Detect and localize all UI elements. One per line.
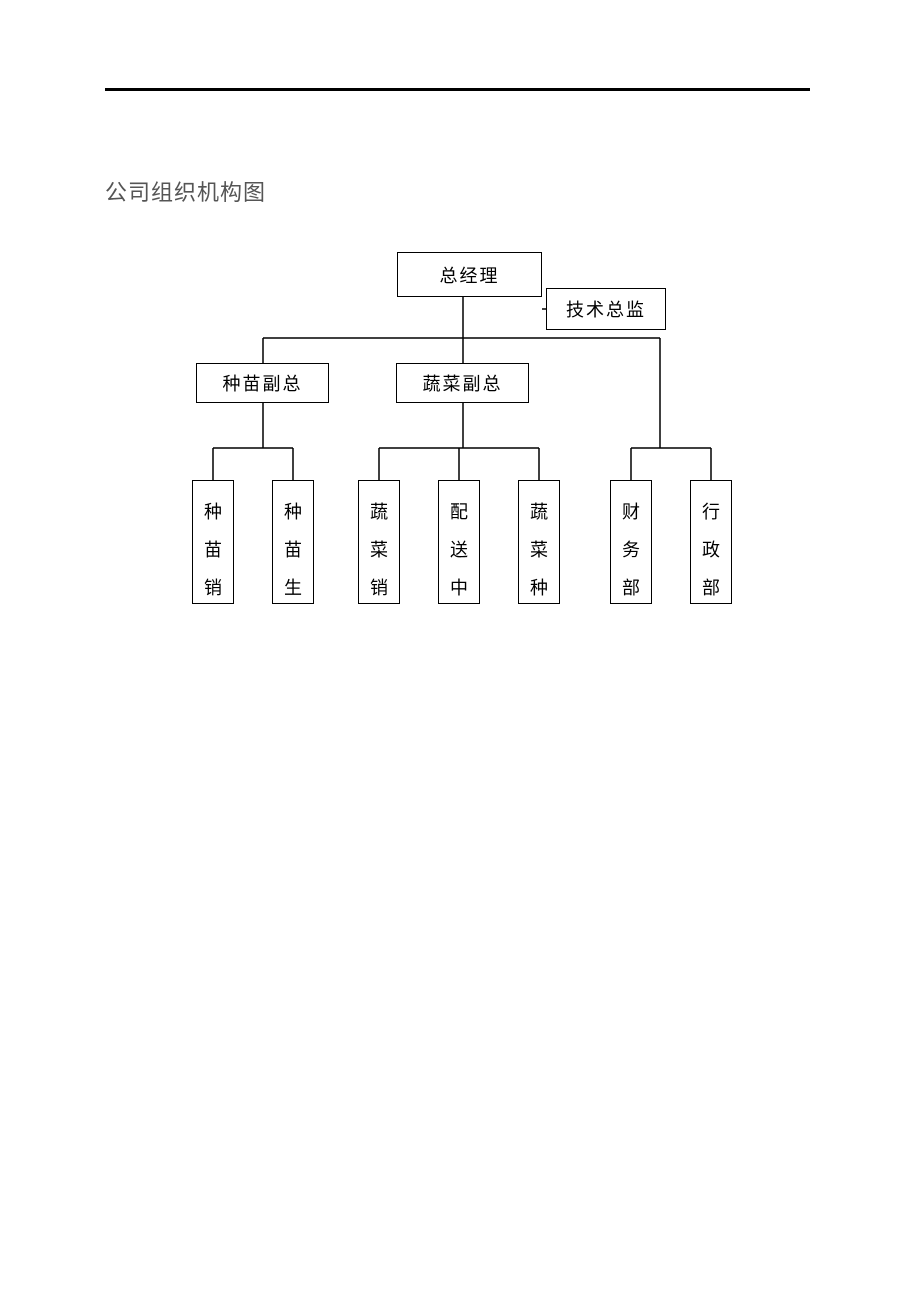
char: 种	[193, 493, 233, 531]
char: 财	[611, 493, 651, 531]
char: 生	[273, 569, 313, 604]
char: 政	[691, 531, 731, 569]
top-rule	[105, 88, 810, 91]
char: 送	[439, 531, 479, 569]
node-vp-seedling: 种苗副总	[196, 363, 329, 403]
char: 蔬	[359, 493, 399, 531]
node-dept-7: 行 政 部	[690, 480, 732, 604]
node-label: 总经理	[440, 262, 500, 288]
node-label: 种苗副总	[223, 370, 303, 396]
node-dept-4: 配 送 中	[438, 480, 480, 604]
node-dept-5: 蔬 菜 种	[518, 480, 560, 604]
node-dept-6: 财 务 部	[610, 480, 652, 604]
char: 种	[519, 569, 559, 604]
node-dept-1: 种 苗 销	[192, 480, 234, 604]
node-label: 蔬菜副总	[423, 370, 503, 396]
char: 务	[611, 531, 651, 569]
node-label: 技术总监	[566, 296, 646, 322]
page: 公司组织机构图 总经理 技术总监 种苗副总	[0, 0, 920, 1302]
node-general-manager: 总经理	[397, 252, 542, 297]
char: 种	[273, 493, 313, 531]
node-dept-3: 蔬 菜 销	[358, 480, 400, 604]
char: 菜	[359, 531, 399, 569]
char: 菜	[519, 531, 559, 569]
char: 蔬	[519, 493, 559, 531]
node-dept-2: 种 苗 生	[272, 480, 314, 604]
char: 中	[439, 569, 479, 604]
node-tech-director: 技术总监	[546, 288, 666, 330]
char: 行	[691, 493, 731, 531]
char: 销	[359, 569, 399, 604]
char: 配	[439, 493, 479, 531]
char: 苗	[193, 531, 233, 569]
char: 部	[691, 569, 731, 604]
char: 苗	[273, 531, 313, 569]
char: 销	[193, 569, 233, 604]
node-vp-vegetable: 蔬菜副总	[396, 363, 529, 403]
char: 部	[611, 569, 651, 604]
page-title: 公司组织机构图	[105, 175, 266, 207]
